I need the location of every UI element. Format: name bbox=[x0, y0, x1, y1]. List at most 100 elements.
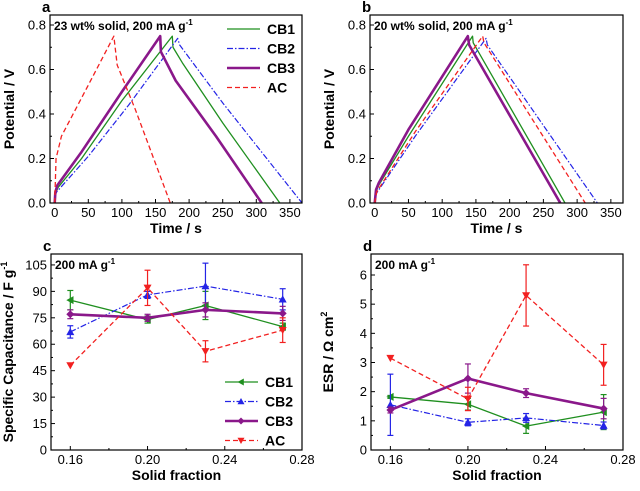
series-line-AC bbox=[54, 35, 171, 203]
annotation: 20 wt% solid, 200 mA g-1 bbox=[374, 18, 513, 33]
x-tick-label: 0 bbox=[51, 205, 58, 220]
plot-frame bbox=[370, 253, 624, 451]
x-tick-label: 0.20 bbox=[455, 452, 480, 467]
triangle-down-marker bbox=[522, 292, 531, 300]
panel-letter: b bbox=[362, 0, 371, 16]
triangle-down-marker bbox=[66, 362, 75, 370]
panel-a: 0 50 100 150 200 250 300 350 0.0 0.2 0.4 0.6 0.8 a23 … bbox=[1, 0, 303, 236]
diamond-marker bbox=[599, 404, 608, 413]
series-line-CB1 bbox=[70, 299, 283, 328]
y-tick-label: 0.2 bbox=[28, 151, 46, 166]
y-axis-label: ESR / Ω cm2 bbox=[319, 312, 336, 393]
x-tick-label: 100 bbox=[431, 205, 453, 220]
diamond-marker bbox=[201, 305, 210, 314]
y-axis-label: Potential / V bbox=[1, 68, 17, 149]
diamond-marker bbox=[66, 310, 75, 319]
legend-label-AC: AC bbox=[267, 80, 287, 96]
y-axis-label-superscript: -1 bbox=[0, 262, 9, 270]
y-tick-label: 5 bbox=[360, 297, 367, 312]
plot-frame bbox=[50, 253, 303, 451]
series-line-CB2 bbox=[374, 37, 598, 203]
y-tick-label: 0.2 bbox=[348, 151, 366, 166]
y-tick-label: 0 bbox=[40, 443, 47, 458]
triangle-up-marker bbox=[237, 398, 245, 405]
y-axis-label-text: Potential / V bbox=[1, 68, 17, 149]
x-tick-label: 0.24 bbox=[533, 452, 558, 467]
x-tick-label: 150 bbox=[145, 205, 167, 220]
x-tick-label: 0.28 bbox=[289, 452, 314, 467]
annotation-text: 200 mA g bbox=[55, 258, 108, 272]
x-tick-label: 100 bbox=[111, 205, 133, 220]
x-axis-label: Solid fraction bbox=[132, 467, 221, 483]
triangle-left-marker bbox=[237, 378, 244, 386]
triangle-down-marker bbox=[463, 395, 472, 403]
y-tick-label: 0.0 bbox=[28, 196, 46, 211]
y-tick-label: 6 bbox=[360, 268, 367, 283]
series-line-CB2 bbox=[54, 37, 302, 203]
series-line-CB1 bbox=[390, 396, 604, 427]
diamond-marker bbox=[463, 374, 472, 383]
legend-label-CB1: CB1 bbox=[267, 21, 295, 37]
series-line-CB3 bbox=[53, 34, 263, 203]
triangle-up-marker bbox=[66, 327, 75, 336]
triangle-up-marker bbox=[463, 418, 472, 426]
legend-label-AC: AC bbox=[265, 433, 285, 449]
annotation: 23 wt% solid, 200 mA g-1 bbox=[54, 18, 193, 33]
y-tick-label: 4 bbox=[360, 326, 367, 341]
triangle-down-marker bbox=[143, 284, 152, 292]
triangle-up-marker bbox=[201, 282, 210, 290]
x-tick-label: 250 bbox=[533, 205, 555, 220]
triangle-left-marker bbox=[522, 422, 530, 431]
triangle-down-marker bbox=[201, 348, 210, 356]
y-tick-label: 2 bbox=[360, 384, 367, 399]
triangle-up-marker bbox=[386, 400, 395, 408]
annotation-text: 20 wt% solid, 200 mA g bbox=[374, 19, 506, 33]
annotation: 200 mA g-1 bbox=[375, 257, 436, 272]
series-line-AC bbox=[390, 294, 605, 400]
x-tick-label: 350 bbox=[600, 205, 622, 220]
triangle-down-marker bbox=[237, 437, 245, 444]
y-tick-label: 0.8 bbox=[28, 18, 46, 33]
legend-label-CB3: CB3 bbox=[267, 60, 295, 76]
x-axis-label: Time / s bbox=[471, 220, 523, 236]
y-tick-label: 0.4 bbox=[348, 107, 366, 122]
y-tick-label: 60 bbox=[33, 337, 47, 352]
y-tick-label: 0.0 bbox=[348, 196, 366, 211]
diamond-marker bbox=[143, 313, 152, 322]
x-tick-label: 300 bbox=[245, 205, 267, 220]
triangle-down-marker bbox=[599, 361, 608, 369]
series-line-CB3 bbox=[373, 34, 562, 203]
panel-letter: a bbox=[42, 0, 51, 16]
annotation-superscript: -1 bbox=[186, 18, 194, 27]
x-tick-label: 200 bbox=[178, 205, 200, 220]
panel-letter: c bbox=[43, 238, 51, 255]
series-line-CB3 bbox=[389, 377, 604, 412]
x-tick-label: 300 bbox=[566, 205, 588, 220]
x-tick-label: 0.16 bbox=[378, 452, 403, 467]
annotation-superscript: -1 bbox=[428, 257, 436, 266]
legend-label-CB2: CB2 bbox=[265, 394, 293, 410]
panel-letter: d bbox=[363, 238, 372, 255]
triangle-down-marker bbox=[386, 354, 395, 363]
series-line-AC bbox=[69, 287, 283, 366]
x-tick-label: 0.24 bbox=[212, 452, 237, 467]
y-axis-label: Specific Capacitance / F g-1 bbox=[0, 262, 16, 443]
x-axis-label: Time / s bbox=[150, 220, 202, 236]
x-tick-label: 0.20 bbox=[135, 452, 160, 467]
annotation-text: 23 wt% solid, 200 mA g bbox=[54, 19, 186, 33]
x-tick-label: 0.28 bbox=[610, 452, 635, 467]
legend: CB1 CB2 CB3 AC bbox=[225, 374, 293, 449]
legend: CB1 CB2 CB3 AC bbox=[227, 21, 295, 96]
plot-frame bbox=[49, 14, 303, 204]
series-line-AC bbox=[374, 35, 586, 203]
triangle-down-marker bbox=[278, 326, 287, 335]
x-tick-label: 150 bbox=[465, 205, 487, 220]
y-tick-label: 0.6 bbox=[28, 62, 46, 77]
y-axis-label-text: ESR / Ω cm bbox=[320, 317, 336, 393]
y-tick-label: 0.6 bbox=[348, 62, 366, 77]
y-tick-label: 75 bbox=[33, 310, 47, 325]
series-layer bbox=[53, 34, 302, 203]
y-tick-label: 45 bbox=[33, 363, 47, 378]
triangle-up-marker bbox=[599, 421, 608, 429]
